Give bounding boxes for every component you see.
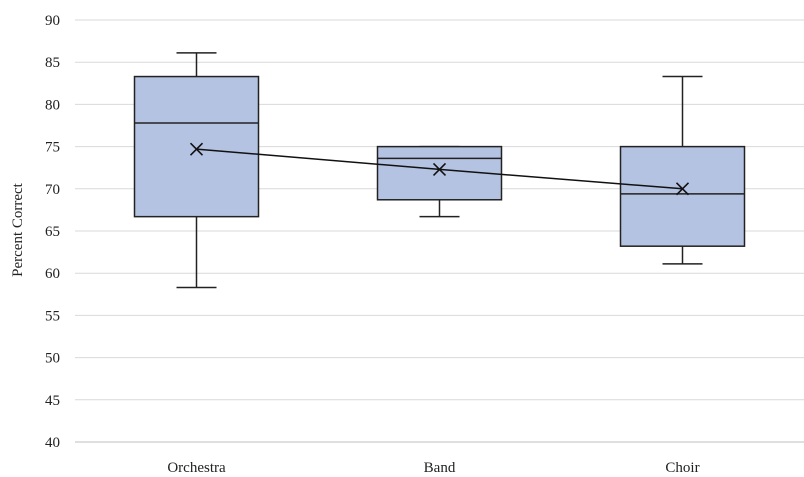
box-choir [619,75,746,265]
mean-markers [189,142,690,196]
y-tick-label: 40 [45,435,60,451]
box-band [376,145,503,218]
x-category-label: Orchestra [167,460,226,476]
y-tick-label: 85 [45,55,60,71]
y-tick-label: 80 [45,97,60,113]
box-orchestra [133,52,260,289]
x-category-label: Choir [665,460,699,476]
mean-marker [432,162,447,176]
boxes [133,52,746,289]
y-tick-label: 45 [45,393,60,409]
y-tick-label: 90 [45,13,60,29]
y-tick-label: 55 [45,308,60,324]
iqr-box [619,145,746,247]
y-tick-label: 50 [45,351,60,367]
x-axis-category-labels: Orchestra Band Choir [167,460,699,476]
iqr-box [133,75,260,218]
y-tick-label: 75 [45,140,60,156]
y-axis-tick-labels: 40 45 50 55 60 65 70 75 80 85 90 [45,13,60,451]
mean-marker [675,182,690,196]
mean-marker [189,142,204,156]
y-tick-label: 70 [45,182,60,198]
y-axis-title: Percent Correct [10,182,26,277]
x-category-label: Band [424,460,456,476]
y-tick-label: 65 [45,224,60,240]
y-tick-label: 60 [45,266,60,282]
